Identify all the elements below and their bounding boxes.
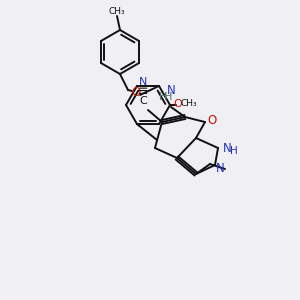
- Text: O: O: [174, 99, 182, 109]
- Text: O: O: [207, 113, 217, 127]
- Text: CH₃: CH₃: [181, 100, 197, 109]
- Text: N: N: [216, 163, 224, 176]
- Text: N: N: [223, 142, 231, 154]
- Text: ≡: ≡: [138, 85, 148, 98]
- Text: N: N: [139, 77, 147, 87]
- Text: N: N: [167, 83, 176, 97]
- Text: C: C: [139, 96, 147, 106]
- Text: O: O: [131, 86, 141, 100]
- Text: H: H: [230, 146, 238, 156]
- Text: CH₃: CH₃: [109, 7, 125, 16]
- Text: H: H: [159, 92, 167, 102]
- Text: H: H: [164, 92, 172, 102]
